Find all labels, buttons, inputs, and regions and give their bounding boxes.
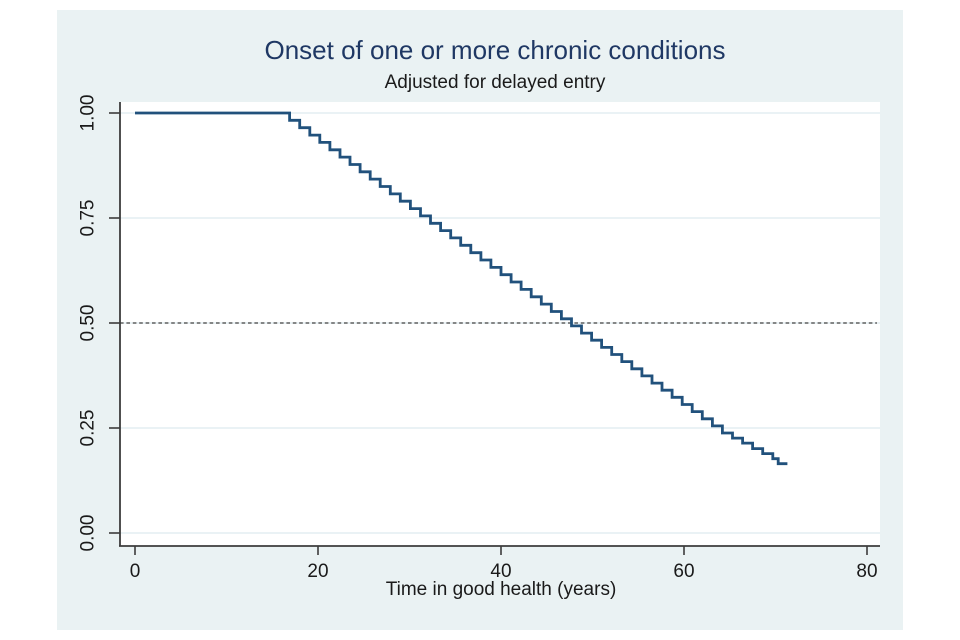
chart-title: Onset of one or more chronic conditions: [264, 35, 725, 65]
y-tick-label: 0.50: [78, 305, 99, 342]
y-tick-label: 0.00: [78, 515, 99, 552]
x-tick-label: 40: [490, 561, 511, 582]
y-tick-label: 0.75: [78, 200, 99, 237]
plot-layers: 1.00 0.75 0.50 0.25 0.00 0 20 40 60 80: [78, 95, 880, 582]
x-tick-label: 0: [130, 561, 141, 582]
x-tick-label: 20: [307, 561, 328, 582]
x-tick-label: 60: [673, 561, 694, 582]
survival-plot: 1.00 0.75 0.50 0.25 0.00 0 20 40 60 80 Onset of o…: [78, 35, 880, 600]
chart-subtitle: Adjusted for delayed entry: [385, 72, 606, 93]
x-tick-label: 80: [856, 561, 877, 582]
chart-region: 1.00 0.75 0.50 0.25 0.00 0 20 40 60 80 Onset of o…: [57, 10, 903, 630]
plot-area: [120, 102, 880, 546]
y-tick-label: 0.25: [78, 410, 99, 447]
survivor-curve: [135, 111, 788, 466]
x-axis-title: Time in good health (years): [386, 579, 617, 600]
y-tick-label: 1.00: [78, 95, 99, 132]
